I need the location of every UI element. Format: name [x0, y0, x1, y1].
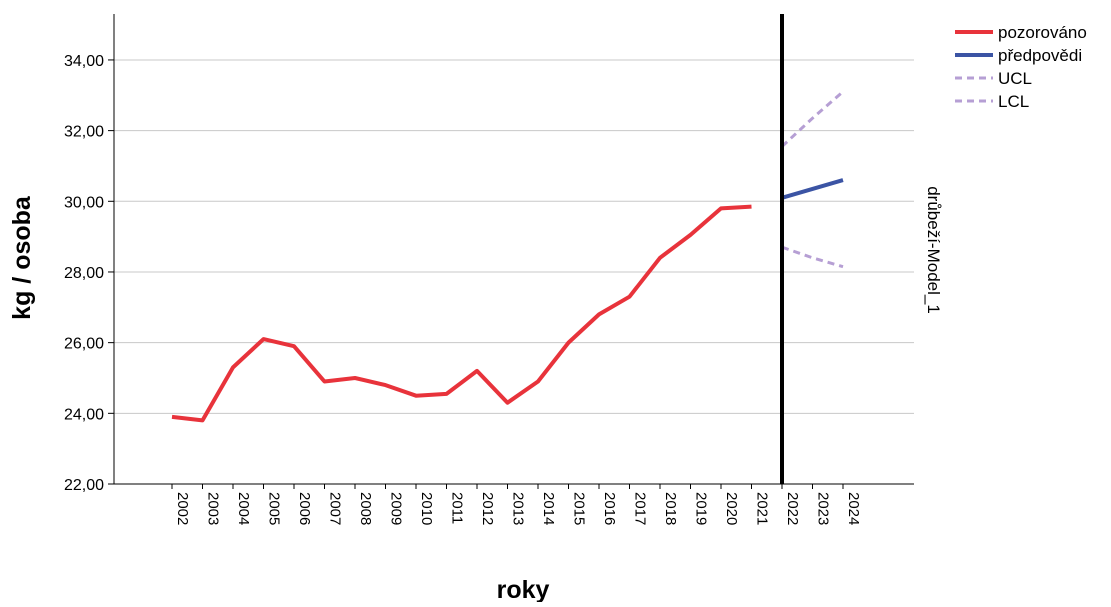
y-tick-layer: 22,00 24,00 26,00 28,00 30,00 32,00 34,00 [64, 53, 114, 494]
x-tick-label: 2004 [235, 492, 252, 525]
x-tick-label: 2003 [205, 492, 222, 525]
grid-layer [114, 59, 914, 414]
x-tick-label: 2020 [723, 492, 740, 525]
series-line-LCL [781, 245, 844, 269]
series-layer [171, 90, 844, 423]
legend-label: UCL [998, 69, 1032, 88]
x-tick-label: 2021 [754, 492, 771, 525]
series-line-předpovědi [781, 178, 844, 200]
legend-label: pozorováno [998, 23, 1087, 42]
x-tick-label: 2018 [662, 492, 679, 525]
x-tick-label: 2019 [693, 492, 710, 525]
x-tick-label: 2008 [357, 492, 374, 525]
x-tick-label: 2024 [845, 492, 862, 525]
x-tick-label: 2012 [479, 492, 496, 525]
series-line-pozorováno [171, 204, 752, 423]
axis-layer: kg / osoba roky drůbeží-Model_1 [8, 14, 943, 604]
x-tick-label: 2010 [418, 492, 435, 525]
y-tick-label: 28,00 [64, 265, 104, 282]
x-tick-label: 2017 [632, 492, 649, 525]
series-line-UCL [780, 90, 844, 148]
y-tick-label: 32,00 [64, 124, 104, 141]
y-tick-label: 26,00 [64, 336, 104, 353]
x-tick-label: 2011 [449, 492, 466, 524]
x-tick-label: 2009 [388, 492, 405, 525]
y-tick-label: 22,00 [64, 477, 104, 494]
x-tick-label: 2016 [601, 492, 618, 525]
y-tick-label: 34,00 [64, 53, 104, 70]
x-axis-title: roky [497, 576, 550, 602]
y-tick-label: 30,00 [64, 194, 104, 211]
x-tick-label: 2002 [174, 492, 191, 525]
x-tick-label: 2007 [327, 492, 344, 525]
y-tick-label: 24,00 [64, 406, 104, 423]
legend-label: předpovědi [998, 46, 1082, 65]
x-tick-layer: 2002 2003 2004 2005 2006 2007 2008 2009 2010 2011… [171, 484, 862, 525]
x-tick-label: 2005 [266, 492, 283, 525]
x-tick-label: 2006 [296, 492, 313, 525]
x-tick-label: 2013 [510, 492, 527, 525]
y-axis-title: kg / osoba [8, 195, 36, 320]
x-tick-label: 2022 [784, 492, 801, 525]
x-tick-label: 2015 [571, 492, 588, 525]
x-tick-label: 2014 [540, 492, 557, 525]
panel-label: drůbeží-Model_1 [924, 186, 943, 314]
legend: pozorováno předpovědi UCL LCL [955, 23, 1087, 111]
legend-label: LCL [998, 92, 1029, 111]
x-tick-label: 2023 [815, 492, 832, 525]
